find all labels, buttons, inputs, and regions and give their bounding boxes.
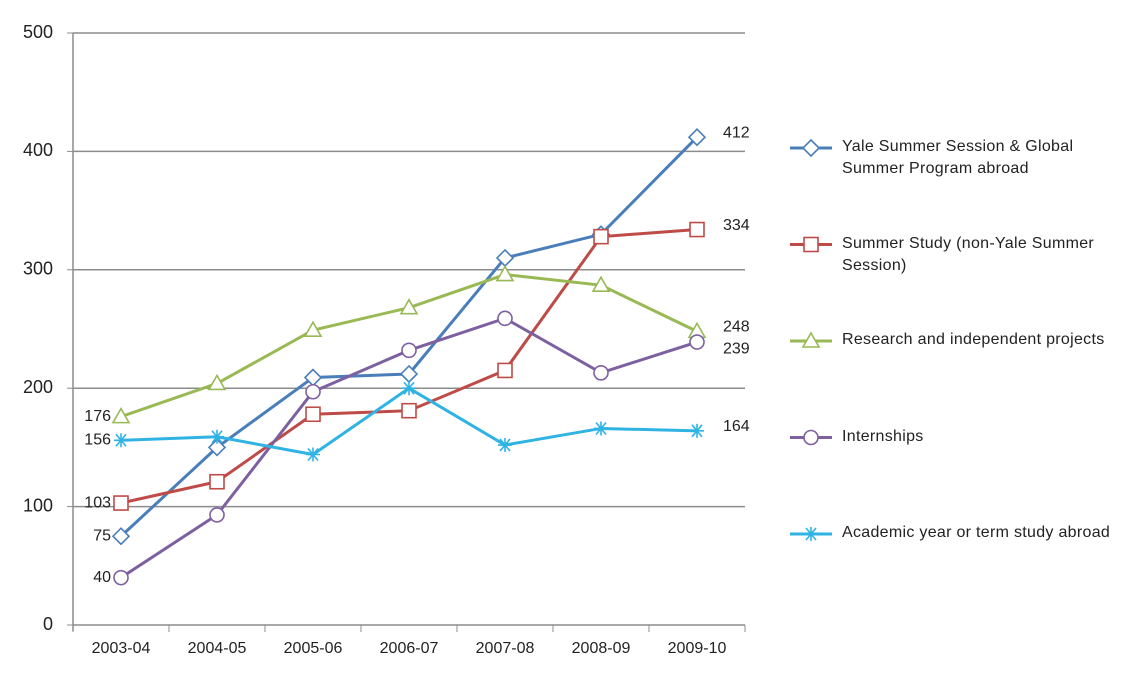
marker [498, 438, 512, 453]
marker [594, 421, 608, 436]
marker [497, 310, 513, 327]
marker [305, 383, 321, 400]
marker [593, 365, 609, 381]
legend-label: Academic year or term study abroad [842, 524, 1111, 541]
marker [690, 423, 704, 438]
y-tick-label: 100 [23, 495, 53, 515]
data-label: 248 [723, 319, 750, 336]
legend-entry: Research and independent projects [842, 331, 1105, 348]
series-line [119, 136, 699, 538]
y-tick-label: 300 [23, 259, 53, 279]
marker [207, 438, 227, 457]
marker [689, 334, 705, 350]
x-tick-label: 2009-10 [668, 640, 727, 657]
series-line [120, 386, 698, 457]
marker [495, 264, 515, 282]
x-tick-label: 2005-06 [284, 640, 343, 657]
marker [401, 402, 417, 419]
marker [111, 527, 131, 546]
data-label: 103 [84, 494, 111, 511]
marker [207, 373, 227, 391]
data-label: 75 [93, 527, 111, 544]
legend-label: Yale Summer Session & Global Summer Prog… [842, 138, 1074, 177]
marker [687, 128, 707, 147]
x-tick-label: 2004-05 [188, 640, 247, 657]
marker [209, 473, 225, 490]
marker [804, 527, 818, 541]
legend-label: Internships [842, 427, 924, 445]
data-label: 156 [84, 432, 111, 449]
data-label: 334 [723, 217, 750, 234]
y-tick-label: 500 [23, 22, 53, 42]
y-tick-label: 200 [23, 377, 53, 397]
marker [303, 320, 323, 337]
marker [801, 138, 821, 158]
legend-entry: Internships [842, 427, 924, 445]
x-tick-label: 2003-04 [92, 640, 151, 657]
marker [803, 429, 819, 446]
marker [401, 342, 417, 359]
marker [305, 406, 321, 423]
data-label: 40 [93, 569, 111, 586]
marker [113, 569, 129, 586]
legend-label: Summer Study (non-Yale Summer Session) [842, 234, 1095, 274]
x-tick-label: 2008-09 [572, 640, 631, 657]
data-label: 239 [723, 341, 750, 358]
marker [399, 298, 419, 315]
legend-entry: Yale Summer Session & Global Summer Prog… [842, 138, 1074, 177]
marker [306, 447, 320, 462]
marker [210, 429, 224, 444]
marker [111, 407, 131, 424]
marker [209, 507, 225, 523]
y-tick-label: 400 [23, 140, 53, 160]
legend-entry: Summer Study (non-Yale Summer Session) [842, 234, 1095, 274]
marker [402, 381, 416, 396]
marker [803, 236, 819, 253]
marker [497, 362, 513, 379]
x-tick-label: 2007-08 [476, 640, 535, 657]
y-tick-label: 0 [43, 614, 53, 634]
marker [801, 331, 821, 348]
legend-label: Research and independent projects [842, 331, 1105, 348]
legend-entry: Academic year or term study abroad [842, 524, 1111, 541]
marker [689, 221, 705, 238]
x-tick-label: 2006-07 [380, 640, 439, 657]
marker [593, 228, 609, 245]
marker [113, 495, 129, 511]
data-label: 412 [723, 124, 750, 141]
data-label: 176 [84, 408, 111, 425]
marker [114, 433, 128, 448]
data-label: 164 [723, 418, 750, 435]
marker [591, 275, 611, 292]
